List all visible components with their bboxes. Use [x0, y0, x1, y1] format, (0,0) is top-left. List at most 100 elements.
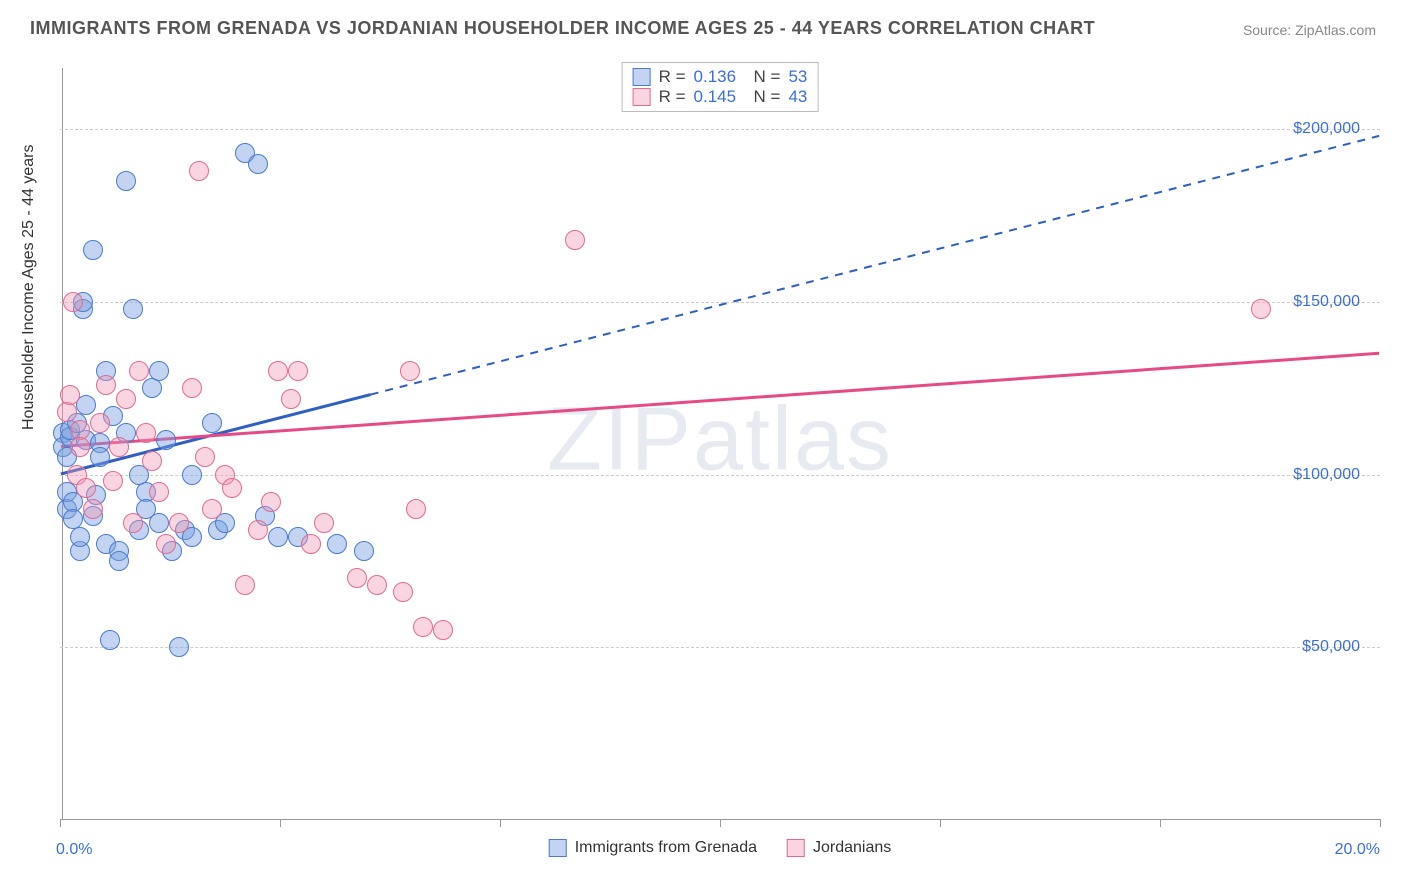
watermark: ZIPatlas — [547, 388, 893, 491]
data-point — [565, 230, 585, 250]
data-point — [123, 299, 143, 319]
data-point — [57, 402, 77, 422]
gridline — [60, 475, 1380, 476]
legend-row-jordanians: R = 0.145 N = 43 — [633, 87, 808, 107]
swatch-jordanians — [633, 88, 651, 106]
data-point — [301, 534, 321, 554]
x-tick — [940, 819, 941, 827]
data-point — [109, 551, 129, 571]
data-point — [149, 482, 169, 502]
x-tick — [60, 819, 61, 827]
data-point — [169, 513, 189, 533]
data-point — [76, 395, 96, 415]
data-point — [261, 492, 281, 512]
plot-area: ZIPatlas R = 0.136 N = 53 R = 0.145 N = … — [60, 60, 1380, 820]
swatch-grenada — [549, 839, 567, 857]
data-point — [83, 240, 103, 260]
data-point — [116, 171, 136, 191]
n-label: N = — [744, 87, 780, 107]
data-point — [156, 430, 176, 450]
data-point — [248, 154, 268, 174]
data-point — [347, 568, 367, 588]
data-point — [433, 620, 453, 640]
r-value-grenada: 0.136 — [694, 67, 737, 87]
data-point — [189, 161, 209, 181]
data-point — [76, 478, 96, 498]
data-point — [90, 447, 110, 467]
x-tick — [280, 819, 281, 827]
data-point — [96, 375, 116, 395]
data-point — [109, 437, 129, 457]
chart-title: IMMIGRANTS FROM GRENADA VS JORDANIAN HOU… — [30, 18, 1095, 39]
data-point — [116, 389, 136, 409]
r-label: R = — [659, 67, 686, 87]
legend-item-grenada: Immigrants from Grenada — [549, 839, 757, 857]
data-point — [70, 527, 90, 547]
data-point — [281, 389, 301, 409]
legend-item-jordanians: Jordanians — [787, 839, 891, 857]
gridline — [60, 129, 1380, 130]
data-point — [314, 513, 334, 533]
data-point — [413, 617, 433, 637]
n-value-grenada: 53 — [788, 67, 807, 87]
y-axis-label: Householder Income Ages 25 - 44 years — [20, 145, 38, 431]
x-tick — [720, 819, 721, 827]
series-label-grenada: Immigrants from Grenada — [575, 839, 757, 857]
data-point — [182, 465, 202, 485]
data-point — [400, 361, 420, 381]
y-tick-label: $100,000 — [1293, 466, 1360, 484]
data-point — [367, 575, 387, 595]
data-point — [60, 385, 80, 405]
swatch-jordanians — [787, 839, 805, 857]
legend-row-grenada: R = 0.136 N = 53 — [633, 67, 808, 87]
data-point — [182, 378, 202, 398]
data-point — [202, 413, 222, 433]
data-point — [195, 447, 215, 467]
x-tick — [1380, 819, 1381, 827]
swatch-grenada — [633, 68, 651, 86]
data-point — [70, 437, 90, 457]
data-point — [288, 361, 308, 381]
x-tick — [1160, 819, 1161, 827]
data-point — [149, 513, 169, 533]
data-point — [63, 292, 83, 312]
data-point — [1251, 299, 1271, 319]
data-point — [149, 361, 169, 381]
source-label: Source: ZipAtlas.com — [1243, 22, 1376, 38]
data-point — [235, 575, 255, 595]
chart-container: IMMIGRANTS FROM GRENADA VS JORDANIAN HOU… — [0, 0, 1406, 892]
data-point — [142, 378, 162, 398]
x-tick — [500, 819, 501, 827]
data-point — [222, 478, 242, 498]
r-value-jordanians: 0.145 — [694, 87, 737, 107]
x-tick-left: 0.0% — [56, 841, 92, 859]
data-point — [327, 534, 347, 554]
data-point — [268, 361, 288, 381]
data-point — [169, 637, 189, 657]
correlation-legend: R = 0.136 N = 53 R = 0.145 N = 43 — [622, 62, 819, 112]
data-point — [90, 413, 110, 433]
data-point — [100, 630, 120, 650]
data-point — [393, 582, 413, 602]
data-point — [354, 541, 374, 561]
x-tick-right: 20.0% — [1335, 841, 1380, 859]
r-label: R = — [659, 87, 686, 107]
data-point — [268, 527, 288, 547]
data-point — [83, 499, 103, 519]
data-point — [136, 423, 156, 443]
data-point — [156, 534, 176, 554]
y-tick-label: $200,000 — [1293, 120, 1360, 138]
y-tick-label: $50,000 — [1302, 638, 1360, 656]
y-tick-label: $150,000 — [1293, 293, 1360, 311]
data-point — [142, 451, 162, 471]
series-label-jordanians: Jordanians — [813, 839, 891, 857]
data-point — [123, 513, 143, 533]
data-point — [202, 499, 222, 519]
n-value-jordanians: 43 — [788, 87, 807, 107]
data-point — [406, 499, 426, 519]
data-point — [248, 520, 268, 540]
series-legend: Immigrants from Grenada Jordanians — [541, 839, 900, 857]
trend-lines — [60, 60, 1380, 819]
data-point — [103, 471, 123, 491]
data-point — [129, 361, 149, 381]
